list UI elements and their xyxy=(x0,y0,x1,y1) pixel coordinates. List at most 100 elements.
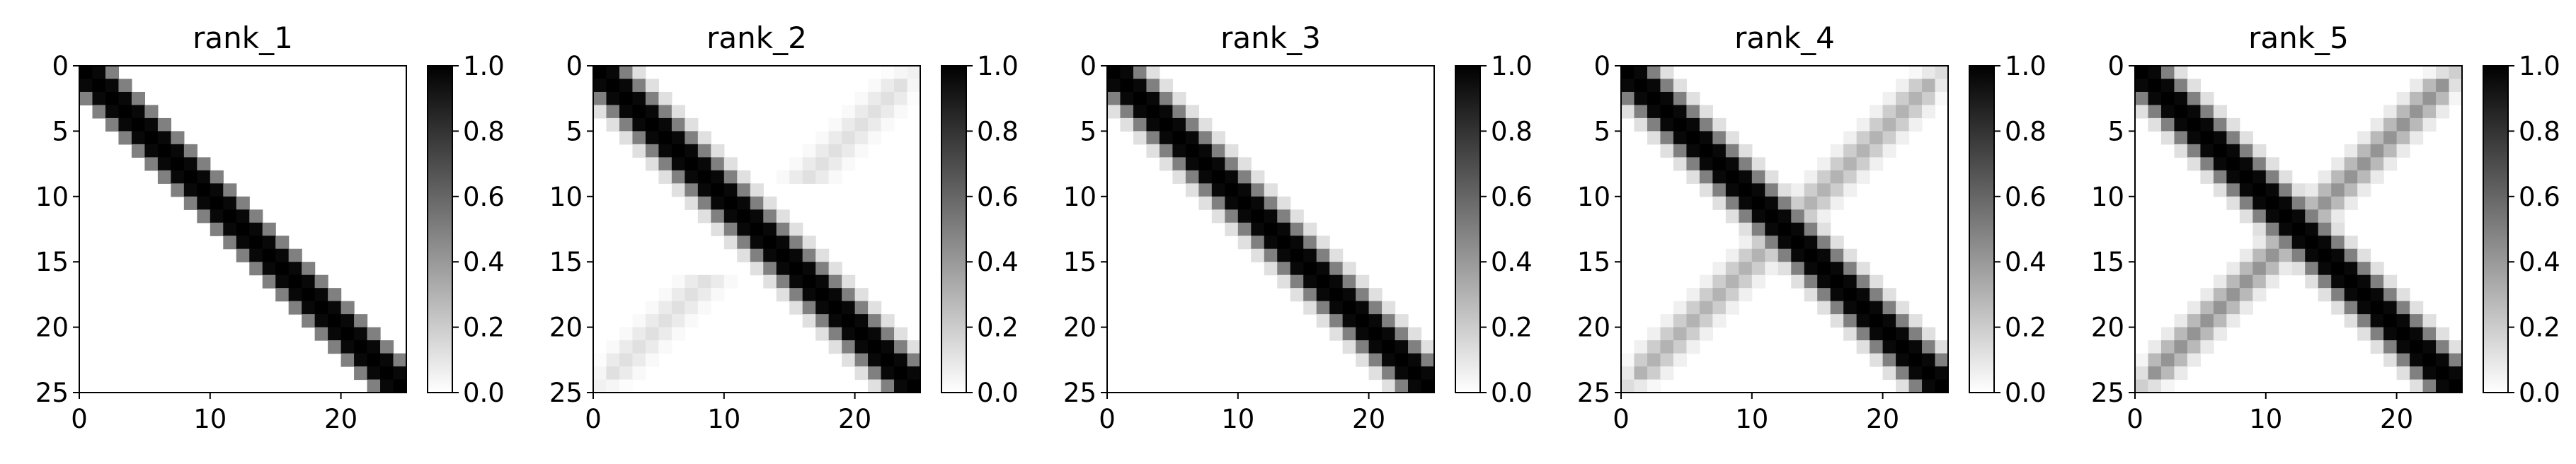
heatmap-cell xyxy=(1673,91,1687,106)
heatmap-cell xyxy=(619,366,634,381)
heatmap-cells xyxy=(1107,66,1435,393)
heatmap-cell xyxy=(1237,170,1252,184)
heatmap-cell xyxy=(1896,79,1910,93)
heatmap-cell xyxy=(131,131,145,145)
heatmap-cell xyxy=(2174,91,2188,106)
heatmap-cell xyxy=(1356,314,1370,328)
heatmap-cell xyxy=(2174,144,2188,158)
heatmap-cell xyxy=(619,117,634,132)
heatmap-cell xyxy=(1172,144,1186,158)
heatmap-cell xyxy=(2422,340,2437,354)
heatmap-cell xyxy=(1647,366,1661,381)
heatmap-cell xyxy=(2213,288,2227,302)
y-tick-label: 0 xyxy=(2107,51,2124,81)
heatmap-cell xyxy=(1896,91,1910,106)
heatmap-cell xyxy=(2148,379,2162,393)
heatmap-cell xyxy=(802,288,816,302)
heatmap-cell xyxy=(815,274,830,289)
heatmap-cell xyxy=(2436,327,2450,341)
heatmap-cell xyxy=(1408,379,1422,393)
heatmap-cell xyxy=(2422,66,2437,80)
colorbar-tick-label: 0.0 xyxy=(2519,378,2560,408)
heatmap-cell xyxy=(2318,209,2332,224)
heatmap-cell xyxy=(685,157,699,171)
colorbar-tick-label: 0.4 xyxy=(1491,247,1533,277)
heatmap-cell xyxy=(894,340,908,354)
heatmap-cell xyxy=(210,170,224,184)
heatmap-cell xyxy=(1329,327,1344,341)
heatmap-cell xyxy=(2213,157,2227,171)
heatmap-cell xyxy=(1817,248,1831,262)
heatmap-cell xyxy=(711,170,725,184)
heatmap-cell xyxy=(2370,288,2384,302)
heatmap-cell xyxy=(1870,288,1884,302)
heatmap-cell xyxy=(2449,91,2463,106)
x-tick-label: 20 xyxy=(1866,404,1899,434)
heatmap-cell xyxy=(842,157,856,171)
heatmap-cell xyxy=(275,288,290,302)
heatmap-cell xyxy=(262,236,276,250)
heatmap-cell xyxy=(2187,105,2201,119)
heatmap-cell xyxy=(815,157,830,171)
y-tick-label: 20 xyxy=(35,313,69,343)
heatmap-cell xyxy=(619,91,634,106)
heatmap-cell xyxy=(632,79,646,93)
heatmap-cell xyxy=(2370,340,2384,354)
heatmap-cell xyxy=(275,236,290,250)
heatmap-cell xyxy=(723,209,738,224)
heatmap-cell xyxy=(2436,366,2450,381)
colorbar-tick-label: 0.4 xyxy=(977,247,1019,277)
heatmap-cell xyxy=(2187,327,2201,341)
colorbar-tick-label: 0.2 xyxy=(2519,313,2560,343)
heatmap-cell xyxy=(815,314,830,328)
heatmap-cell xyxy=(1778,222,1792,236)
heatmap-cell xyxy=(671,301,685,315)
heatmap-cell xyxy=(881,314,895,328)
heatmap-cell xyxy=(685,170,699,184)
heatmap-cell xyxy=(1817,196,1831,210)
heatmap-cell xyxy=(2357,301,2371,315)
heatmap-cell xyxy=(262,262,276,276)
heatmap-cell xyxy=(828,314,842,328)
heatmap-cell xyxy=(881,91,895,106)
heatmap-cell xyxy=(711,274,725,289)
heatmap-cell xyxy=(157,131,171,145)
heatmap-cell xyxy=(92,79,106,93)
heatmap-cell xyxy=(776,288,790,302)
heatmap-cell xyxy=(2318,288,2332,302)
heatmap-cell xyxy=(302,314,316,328)
heatmap-cell xyxy=(1673,327,1687,341)
heatmap-cell xyxy=(1843,131,1857,145)
heatmap-cell xyxy=(2357,274,2371,289)
heatmap-cell xyxy=(606,366,620,381)
heatmap-cell xyxy=(1634,91,1648,106)
heatmap-cell xyxy=(2187,314,2201,328)
heatmap-cell xyxy=(697,144,711,158)
heatmap-cell xyxy=(868,117,882,132)
heatmap-cell xyxy=(2265,248,2279,262)
colorbar-tick-label: 0.6 xyxy=(977,182,1019,212)
heatmap-cell xyxy=(1830,157,1844,171)
heatmap-cell xyxy=(2226,131,2240,145)
heatmap-cell xyxy=(894,91,908,106)
heatmap-cell xyxy=(2383,131,2398,145)
heatmap-cell xyxy=(1211,170,1225,184)
heatmap-cell xyxy=(2135,91,2149,106)
y-tick-label: 20 xyxy=(2091,313,2124,343)
heatmap-cell xyxy=(1198,117,1213,132)
heatmap-cell xyxy=(1778,262,1792,276)
heatmap-cell xyxy=(2187,340,2201,354)
heatmap-cell xyxy=(2160,105,2175,119)
heatmap-cell xyxy=(302,301,316,315)
heatmap-cell xyxy=(1172,91,1186,106)
heatmap-cell xyxy=(632,131,646,145)
heatmap-cells xyxy=(79,66,407,393)
heatmap-cell xyxy=(2252,209,2267,224)
heatmap-cell xyxy=(2396,353,2410,367)
heatmap-cell xyxy=(763,222,777,236)
heatmap-cell xyxy=(1856,327,1870,341)
heatmap-cell xyxy=(881,366,895,381)
heatmap-cell xyxy=(2410,301,2424,315)
heatmap-cell xyxy=(1421,366,1435,381)
heatmap-cell xyxy=(223,196,237,210)
